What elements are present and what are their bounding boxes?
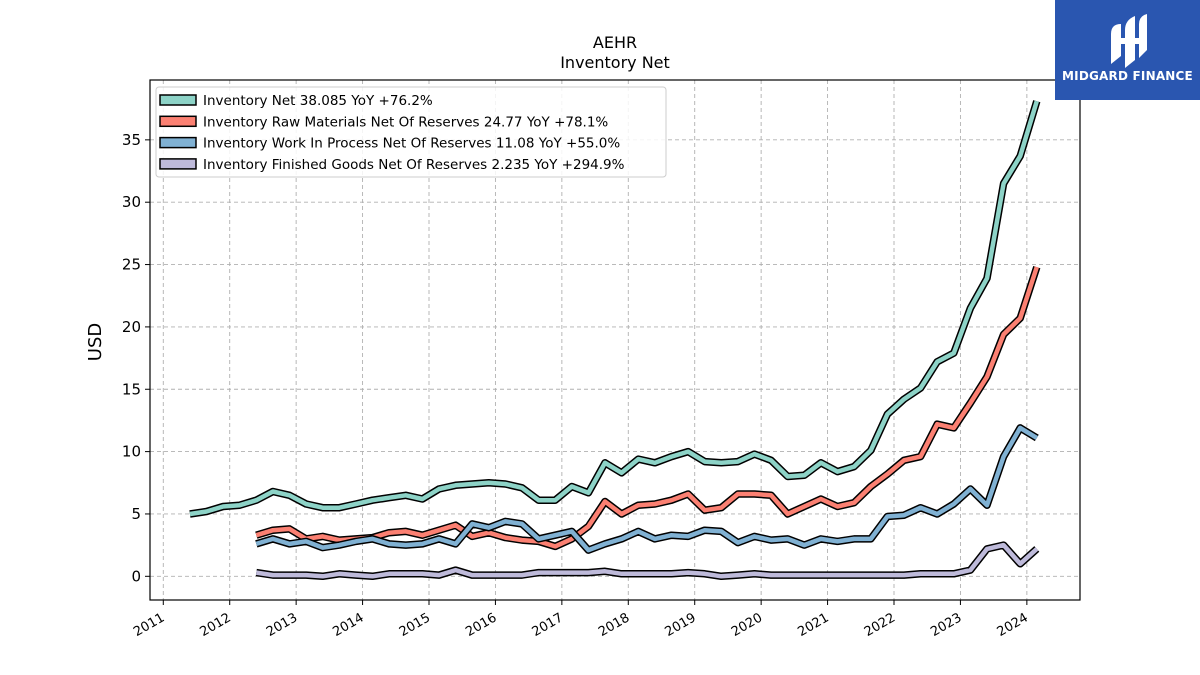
series-line	[255, 425, 1038, 553]
series-1	[189, 100, 1041, 518]
x-tick-label: 2011	[131, 610, 167, 640]
series-2	[255, 265, 1041, 551]
series-line	[255, 266, 1039, 549]
midgard-logo-icon	[1111, 14, 1147, 68]
x-tick-label: 2014	[330, 610, 366, 640]
legend-label: Inventory Finished Goods Net Of Reserves…	[203, 157, 625, 173]
x-tick-label: 2024	[995, 610, 1031, 640]
y-axis-ticks: 0 5 10 15 20 25 30 35	[122, 131, 150, 585]
legend-label: Inventory Net 38.085 YoY +76.2%	[203, 93, 433, 109]
x-tick-label: 2018	[596, 610, 632, 640]
brand-logo: MIDGARD FINANCE	[1055, 0, 1200, 100]
plot-frame	[149, 79, 1081, 601]
series-line	[255, 542, 1039, 579]
chart-subtitle: Inventory Net	[560, 53, 670, 72]
y-tick-label: 30	[122, 193, 141, 211]
y-tick-label: 10	[122, 443, 141, 461]
series-line-outline	[255, 424, 1039, 554]
y-tick-label: 35	[122, 131, 141, 149]
x-tick-label: 2021	[795, 610, 831, 640]
series-3	[255, 424, 1039, 554]
series-line	[189, 100, 1039, 517]
legend-label: Inventory Raw Materials Net Of Reserves …	[203, 114, 608, 130]
legend-entry: Inventory Net 38.085 YoY +76.2%	[159, 93, 433, 109]
legend-swatch	[159, 94, 197, 106]
x-tick-label: 2022	[862, 610, 898, 640]
x-tick-label: 2012	[198, 610, 234, 640]
x-tick-label: 2015	[397, 610, 433, 640]
legend-entry: Inventory Raw Materials Net Of Reserves …	[159, 114, 608, 130]
x-tick-label: 2016	[463, 610, 499, 640]
x-tick-label: 2019	[663, 610, 699, 640]
chart-title: AEHR	[593, 33, 637, 52]
x-tick-label: 2017	[530, 610, 566, 640]
legend-label: Inventory Work In Process Net Of Reserve…	[203, 136, 620, 152]
series-4	[255, 541, 1040, 581]
legend-entry: Inventory Finished Goods Net Of Reserves…	[159, 157, 625, 173]
series-lines	[189, 100, 1041, 581]
y-axis-label: USD	[85, 323, 106, 361]
y-tick-label: 20	[122, 318, 141, 336]
x-tick-label: 2020	[729, 610, 765, 640]
y-tick-label: 0	[131, 567, 141, 585]
legend-swatch	[159, 158, 197, 170]
legend: Inventory Net 38.085 YoY +76.2% Inventory…	[155, 86, 667, 178]
y-tick-label: 15	[122, 380, 141, 398]
x-tick-label: 2023	[928, 610, 964, 640]
brand-name: MIDGARD FINANCE	[1062, 69, 1193, 83]
legend-entry: Inventory Work In Process Net Of Reserve…	[159, 136, 620, 152]
legend-swatch	[159, 136, 197, 149]
y-tick-label: 25	[122, 256, 141, 274]
legend-swatch	[159, 115, 197, 128]
x-axis-ticks: 2011 2012 2013 2014 2015 2016 2017 2018 2019 2020…	[131, 600, 1031, 640]
legend-box	[155, 86, 667, 178]
x-tick-label: 2013	[264, 610, 300, 640]
y-tick-label: 5	[131, 505, 141, 523]
